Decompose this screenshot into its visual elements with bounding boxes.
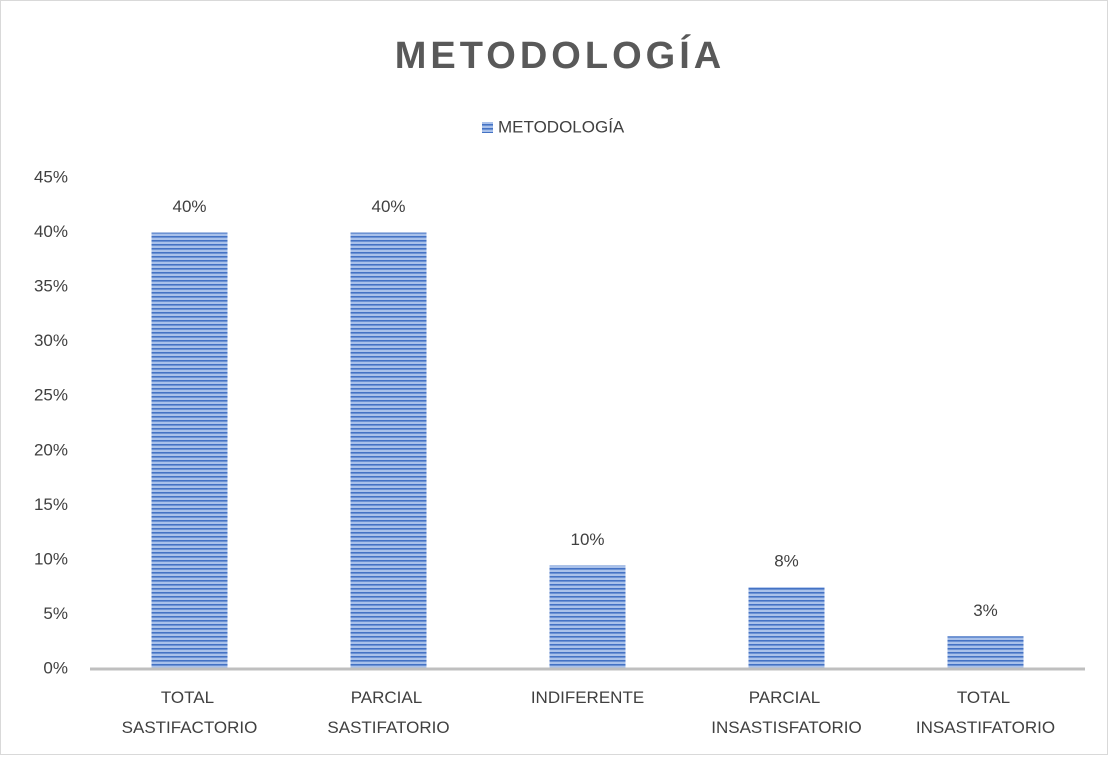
y-tick-label: 15% xyxy=(34,495,68,514)
y-tick-label: 45% xyxy=(34,167,68,186)
legend: METODOLOGÍA xyxy=(482,117,625,136)
bar xyxy=(151,232,228,670)
legend-label: METODOLOGÍA xyxy=(498,117,625,136)
y-tick-label: 5% xyxy=(43,604,68,623)
data-label: 40% xyxy=(172,197,206,216)
bar xyxy=(549,565,626,669)
x-tick-label: TOTAL INSASTIFATORIO xyxy=(916,688,1055,737)
x-tick-label: INDIFERENTE xyxy=(531,688,644,707)
y-tick-label: 10% xyxy=(34,549,68,568)
data-label: 10% xyxy=(570,530,604,549)
x-tick-line: TOTAL xyxy=(957,688,1014,707)
y-tick-label: 0% xyxy=(43,658,68,677)
x-tick-line: TOTAL xyxy=(161,688,218,707)
x-tick-label: PARCIAL INSASTISFATORIO xyxy=(711,688,862,737)
legend-swatch xyxy=(482,122,493,133)
y-tick-label: 25% xyxy=(34,386,68,405)
y-tick-label: 35% xyxy=(34,277,68,296)
x-tick-line: INDIFERENTE xyxy=(531,688,644,707)
data-label: 40% xyxy=(371,197,405,216)
x-tick-line: SASTIFACTORIO xyxy=(122,718,258,737)
y-tick-label: 40% xyxy=(34,222,68,241)
x-tick-line: PARCIAL xyxy=(749,688,825,707)
y-tick-label: 30% xyxy=(34,331,68,350)
x-tick-label: TOTAL SASTIFACTORIO xyxy=(122,688,258,737)
bar xyxy=(748,587,825,669)
data-label: 8% xyxy=(774,552,799,571)
x-tick-line: INSASTISFATORIO xyxy=(711,718,862,737)
x-tick-label: PARCIAL SASTIFATORIO xyxy=(327,688,449,737)
data-label: 3% xyxy=(973,601,998,620)
bar xyxy=(350,232,427,670)
y-tick-label: 20% xyxy=(34,440,68,459)
x-tick-line: SASTIFATORIO xyxy=(327,718,449,737)
chart-title: METODOLOGÍA xyxy=(395,33,725,77)
x-tick-line: INSASTIFATORIO xyxy=(916,718,1055,737)
bar xyxy=(947,636,1024,669)
x-tick-line: PARCIAL xyxy=(351,688,427,707)
